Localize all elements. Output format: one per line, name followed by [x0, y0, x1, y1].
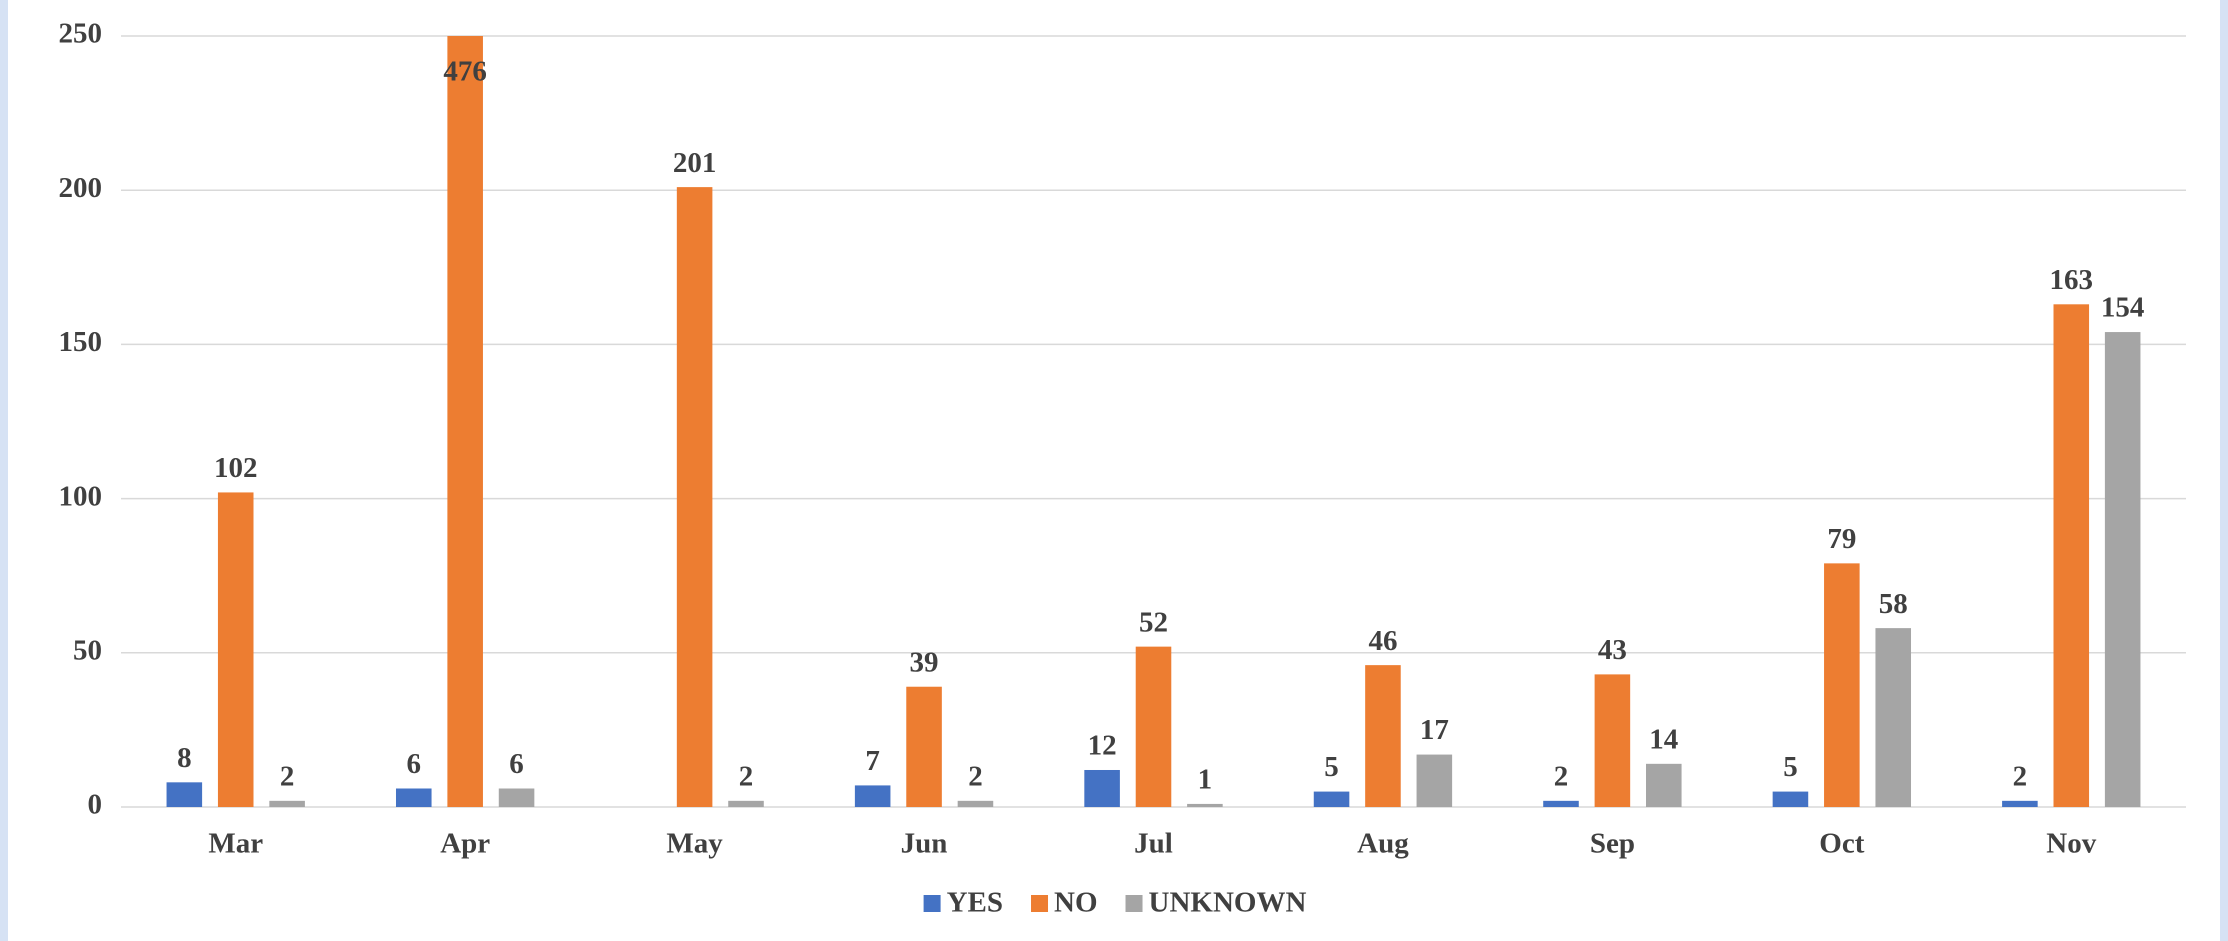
x-tick-label: Jul	[1134, 828, 1173, 860]
data-label: 2	[2013, 760, 2028, 792]
data-label: 46	[1368, 625, 1397, 657]
data-label: 39	[910, 646, 939, 678]
x-tick-label: Nov	[2046, 828, 2096, 860]
y-tick-label: 100	[59, 480, 103, 512]
data-label: 5	[1324, 751, 1339, 783]
data-label: 476	[443, 56, 487, 88]
x-tick-label: Apr	[440, 828, 490, 860]
bar	[217, 492, 254, 807]
data-label: 7	[865, 745, 880, 777]
data-label: 2	[968, 760, 983, 792]
bar	[395, 788, 432, 807]
legend-swatch	[1125, 895, 1143, 912]
bar	[1543, 800, 1579, 807]
y-tick-label: 150	[59, 326, 103, 358]
x-tick-label: Mar	[208, 828, 263, 860]
bar	[166, 782, 203, 807]
bar	[498, 788, 535, 807]
legend-label: NO	[1054, 887, 1098, 919]
bar	[1313, 791, 1350, 807]
bar	[269, 800, 305, 807]
bar	[1135, 646, 1172, 807]
y-tick-label: 0	[88, 789, 103, 821]
bar	[1875, 628, 1912, 807]
x-tick-label: Jun	[901, 828, 948, 860]
legend-swatch	[923, 895, 941, 912]
bar	[1646, 763, 1682, 807]
data-label: 79	[1827, 523, 1856, 555]
data-label: 2	[739, 760, 754, 792]
data-label: 201	[673, 147, 717, 179]
legend-label: UNKNOWN	[1149, 887, 1307, 919]
x-tick-label: Oct	[1819, 828, 1864, 860]
data-label: 5	[1783, 751, 1798, 783]
bar	[728, 800, 764, 807]
data-label: 14	[1649, 723, 1678, 755]
data-label: 58	[1879, 588, 1908, 620]
bar	[1416, 754, 1453, 807]
x-tick-label: May	[666, 828, 723, 860]
y-tick-label: 200	[59, 172, 103, 204]
bar	[1772, 791, 1809, 807]
data-label: 163	[2050, 264, 2094, 296]
bar	[957, 800, 994, 807]
data-label: 1	[1198, 764, 1213, 796]
legend-swatch	[1031, 895, 1049, 912]
bar	[854, 785, 891, 807]
bar	[2002, 800, 2038, 807]
data-label: 8	[177, 742, 192, 774]
bar	[1594, 674, 1631, 807]
data-label: 6	[509, 748, 524, 780]
data-label: 43	[1598, 634, 1627, 666]
y-tick-label: 250	[59, 18, 103, 50]
y-tick-label: 50	[73, 634, 102, 666]
x-tick-label: Aug	[1357, 828, 1409, 860]
data-label: 52	[1139, 606, 1168, 638]
labels: 0 50 100 150 200 250 Mar 8 102 2 Apr 6 476 6 May 201 2 Ju…	[59, 18, 2145, 919]
data-label: 154	[2101, 292, 2145, 324]
bar	[1187, 803, 1223, 807]
x-tick-label: Sep	[1590, 828, 1635, 860]
bar	[447, 36, 483, 807]
bars	[166, 36, 2141, 808]
data-label: 12	[1088, 730, 1117, 762]
bar	[1084, 769, 1120, 807]
data-label: 17	[1420, 714, 1449, 746]
data-label: 2	[1554, 760, 1569, 792]
bar	[1824, 563, 1860, 807]
data-label: 6	[407, 748, 422, 780]
bar	[676, 187, 713, 808]
bar	[2053, 304, 2090, 807]
legend-label: YES	[947, 887, 1003, 919]
bar	[906, 686, 942, 807]
data-label: 2	[280, 760, 295, 792]
bar	[1365, 665, 1401, 807]
bar	[2104, 332, 2141, 807]
data-label: 102	[214, 452, 258, 484]
